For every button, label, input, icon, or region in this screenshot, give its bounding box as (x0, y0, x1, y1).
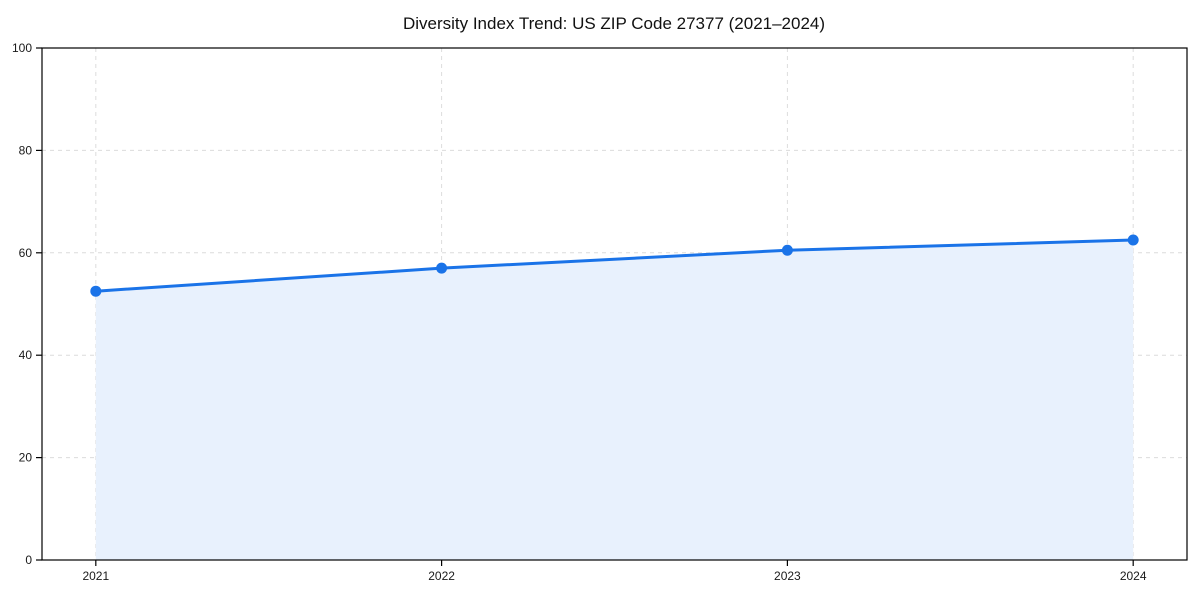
chart-title: Diversity Index Trend: US ZIP Code 27377… (402, 14, 826, 33)
x-tick-label: 2021 (82, 569, 109, 583)
y-tick-label: 80 (19, 143, 33, 157)
data-point-marker (436, 262, 448, 274)
x-tick-label: 2022 (428, 569, 455, 583)
data-point-marker (90, 285, 102, 297)
trend-line (94, 238, 1135, 293)
data-point-marker (1127, 234, 1139, 246)
y-tick-label: 20 (19, 451, 33, 465)
y-tick-label: 40 (19, 348, 33, 362)
x-tick-label: 2024 (1120, 569, 1147, 583)
data-point-marker (781, 244, 793, 256)
x-tick-label: 2023 (774, 569, 801, 583)
plot-frame (41, 47, 1188, 561)
y-tick-label: 60 (19, 246, 33, 260)
y-tick-label: 0 (25, 553, 32, 567)
y-tick-label: 100 (12, 41, 32, 55)
area-fill (95, 240, 1134, 560)
